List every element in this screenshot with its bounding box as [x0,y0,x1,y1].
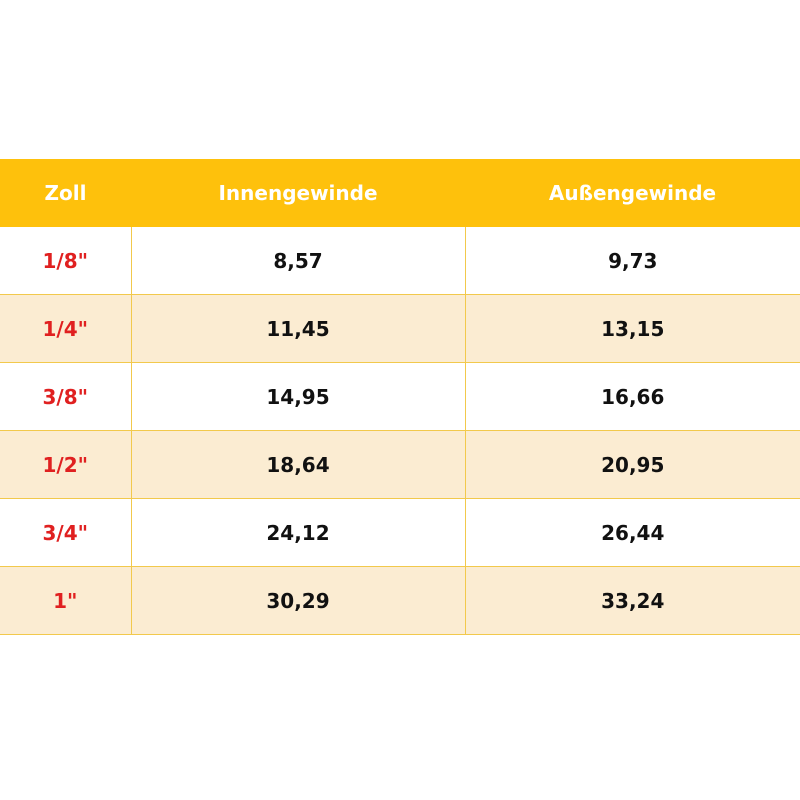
table-row: 3/8" 14,95 16,66 [0,362,800,431]
innengewinde-cell: 14,95 [130,362,466,431]
aussengewinde-cell: 33,24 [464,566,800,635]
innengewinde-cell: 8,57 [130,227,466,295]
zoll-cell: 3/8" [0,362,132,431]
zoll-cell: 1/4" [0,294,132,363]
innengewinde-cell: 18,64 [130,430,466,499]
zoll-cell: 3/4" [0,498,132,567]
zoll-cell: 1" [0,566,132,635]
table-row: 3/4" 24,12 26,44 [0,498,800,567]
table-row: 1/4" 11,45 13,15 [0,294,800,363]
thread-size-table: Zoll Innengewinde Außengewinde 1/8" 8,57… [0,159,800,635]
aussengewinde-cell: 20,95 [464,430,800,499]
innengewinde-cell: 24,12 [130,498,466,567]
zoll-cell: 1/8" [0,227,132,295]
table-header-row: Zoll Innengewinde Außengewinde [0,159,800,227]
table-row: 1/8" 8,57 9,73 [0,227,800,295]
header-aussengewinde: Außengewinde [465,159,800,227]
innengewinde-cell: 30,29 [130,566,466,635]
aussengewinde-cell: 26,44 [464,498,800,567]
zoll-cell: 1/2" [0,430,132,499]
aussengewinde-cell: 16,66 [464,362,800,431]
header-innengewinde: Innengewinde [131,159,465,227]
innengewinde-cell: 11,45 [130,294,466,363]
table-row: 1" 30,29 33,24 [0,566,800,635]
table-row: 1/2" 18,64 20,95 [0,430,800,499]
aussengewinde-cell: 13,15 [464,294,800,363]
aussengewinde-cell: 9,73 [464,227,800,295]
header-zoll: Zoll [0,159,131,227]
